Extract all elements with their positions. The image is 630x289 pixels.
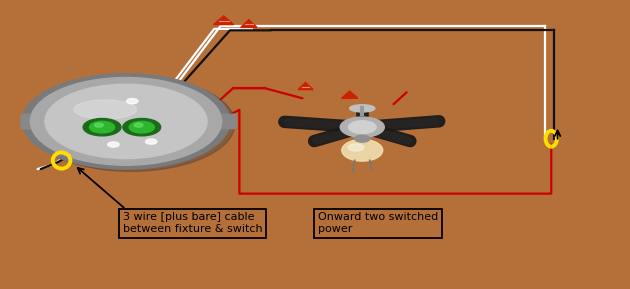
Circle shape <box>89 121 115 133</box>
Ellipse shape <box>350 105 375 112</box>
Circle shape <box>134 123 143 127</box>
Polygon shape <box>214 16 234 25</box>
Text: 3 wire [plus bare] cable
between fixture & switch: 3 wire [plus bare] cable between fixture… <box>123 212 263 234</box>
Text: Onward two switched
power: Onward two switched power <box>318 212 438 234</box>
Circle shape <box>348 121 376 134</box>
Circle shape <box>83 118 121 136</box>
Ellipse shape <box>74 100 137 119</box>
Circle shape <box>22 74 230 169</box>
FancyBboxPatch shape <box>214 114 236 129</box>
Polygon shape <box>241 20 257 27</box>
Circle shape <box>45 84 207 159</box>
Ellipse shape <box>348 144 364 151</box>
Polygon shape <box>341 91 358 98</box>
Circle shape <box>129 121 154 133</box>
Circle shape <box>340 117 384 137</box>
Circle shape <box>146 139 157 144</box>
Circle shape <box>355 135 370 142</box>
FancyBboxPatch shape <box>21 114 43 129</box>
Circle shape <box>127 99 138 104</box>
Ellipse shape <box>341 139 383 161</box>
Circle shape <box>123 118 161 136</box>
Circle shape <box>94 123 103 127</box>
Circle shape <box>108 142 119 147</box>
Circle shape <box>27 76 235 171</box>
Circle shape <box>30 77 222 165</box>
Polygon shape <box>298 82 313 90</box>
